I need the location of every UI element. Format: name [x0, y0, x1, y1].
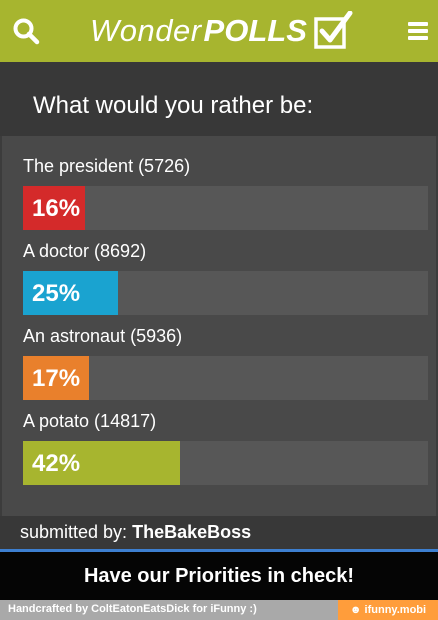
submitted-by-bar: submitted by: TheBakeBoss [0, 516, 438, 550]
submitted-by-user[interactable]: TheBakeBoss [132, 522, 252, 542]
checkbox-check-icon [313, 10, 353, 51]
option-label: An astronaut (5936) [23, 326, 183, 346]
app-logo[interactable]: Wonder POLLS [90, 8, 353, 54]
footer-credit: Handcrafted by ColtEatonEatsDick for iFu… [8, 603, 257, 615]
option-label: A potato (14817) [23, 411, 157, 431]
result-percent: 25% [32, 280, 81, 307]
option-label: A doctor (8692) [23, 241, 147, 261]
result-bar: 17% [23, 356, 428, 400]
logo-text-light: Wonder [90, 13, 202, 48]
result-bar-fill [23, 441, 180, 485]
poll-results: The president (5726) 16% A doctor (8692)… [2, 136, 436, 516]
logo-text-bold: POLLS [203, 13, 307, 48]
result-bar: 16% [23, 186, 428, 230]
poll-question: What would you rather be: [33, 92, 314, 119]
app-header: Wonder POLLS [0, 0, 438, 62]
brand-watermark[interactable]: ☻ ifunny.mobi [338, 600, 438, 620]
hamburger-menu-icon[interactable] [408, 22, 428, 40]
search-icon[interactable] [12, 17, 40, 45]
result-percent: 16% [32, 195, 81, 222]
result-bar-fill [23, 271, 118, 315]
submitted-by-prefix: submitted by: [20, 522, 128, 542]
result-bar: 25% [23, 271, 428, 315]
result-percent: 17% [32, 365, 81, 392]
option-label: The president (5726) [23, 156, 191, 176]
footer-bar: Handcrafted by ColtEatonEatsDick for iFu… [0, 600, 438, 620]
result-percent: 42% [32, 450, 81, 477]
divider [0, 549, 438, 552]
result-bar-fill [23, 186, 85, 230]
result-bar: 42% [23, 441, 428, 485]
submitted-by: submitted by: TheBakeBoss [20, 522, 251, 543]
poll-question-bar: What would you rather be: [0, 62, 438, 136]
result-bar-fill [23, 356, 89, 400]
meme-caption: Have our Priorities in check! [0, 552, 438, 600]
